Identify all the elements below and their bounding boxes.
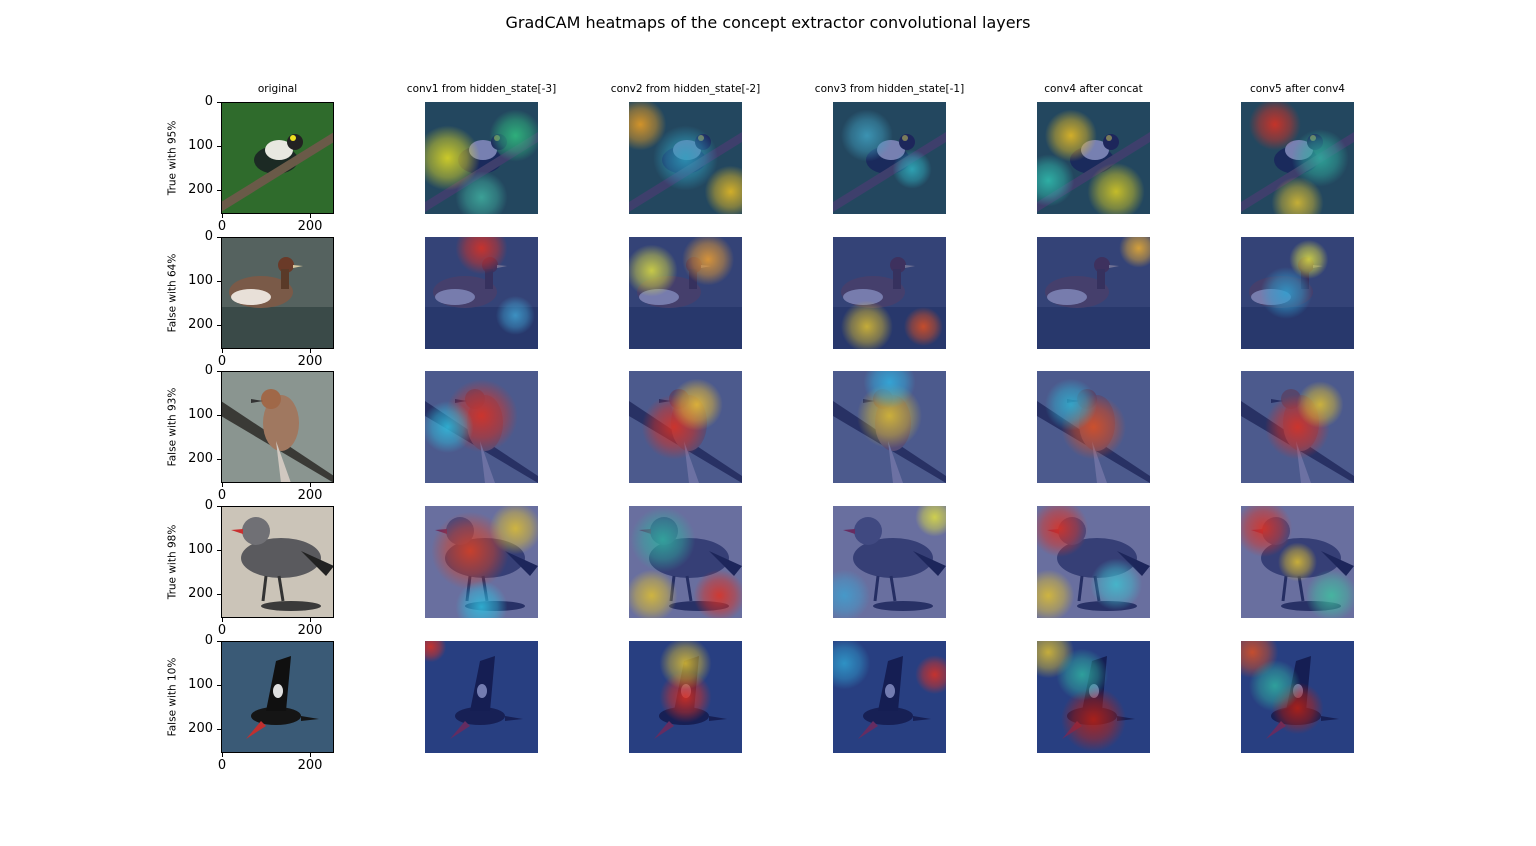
gradcam-heatmap [1241,641,1354,753]
x-tick-label: 0 [217,488,227,503]
original-image [221,102,334,214]
y-tick-mark [217,281,221,282]
y-tick-mark [217,415,221,416]
gradcam-heatmap [629,641,742,753]
x-tick-label: 200 [297,488,323,503]
y-tick-label: 100 [188,542,213,557]
x-tick-mark [310,753,311,757]
original-image [221,506,334,618]
y-tick-mark [217,102,221,103]
gradcam-heatmap [1037,371,1150,483]
y-tick-mark [217,237,221,238]
y-tick-label: 100 [188,138,213,153]
y-tick-mark [217,190,221,191]
gradcam-heatmap [833,371,946,483]
gradcam-heatmap [1037,641,1150,753]
x-tick-label: 200 [297,758,323,773]
gradcam-heatmap [1037,102,1150,214]
gradcam-heatmap [425,371,538,483]
gradcam-heatmap [1037,237,1150,349]
x-tick-label: 0 [217,758,227,773]
gradcam-heatmap [629,506,742,618]
gradcam-heatmap [833,237,946,349]
x-tick-mark [222,753,223,757]
column-title: conv4 after concat [1044,83,1143,95]
x-tick-label: 0 [217,354,227,369]
y-tick-label: 200 [188,586,213,601]
y-tick-label: 0 [204,363,213,378]
gradcam-heatmap [629,371,742,483]
gradcam-heatmap [833,641,946,753]
gradcam-heatmap [629,102,742,214]
y-tick-label: 200 [188,721,213,736]
gradcam-heatmap [1241,371,1354,483]
gradcam-heatmap [425,641,538,753]
y-tick-mark [217,146,221,147]
gradcam-heatmap [833,506,946,618]
x-tick-mark [222,618,223,622]
y-tick-mark [217,729,221,730]
row-label: True with 98% [166,524,179,600]
original-image [221,237,334,349]
original-image [221,371,334,483]
y-tick-mark [217,685,221,686]
gradcam-heatmap [425,506,538,618]
original-image [221,641,334,753]
gradcam-heatmap [425,237,538,349]
y-tick-label: 100 [188,677,213,692]
row-label: True with 95% [166,120,179,196]
y-tick-mark [217,325,221,326]
x-tick-label: 200 [297,623,323,638]
row-label: False with 64% [166,253,179,333]
x-tick-mark [310,214,311,218]
column-title: conv2 from hidden_state[-2] [610,83,761,95]
column-title: conv1 from hidden_state[-3] [406,83,557,95]
y-tick-label: 0 [204,633,213,648]
y-tick-label: 200 [188,317,213,332]
y-tick-mark [217,459,221,460]
x-tick-label: 200 [297,219,323,234]
y-tick-label: 100 [188,407,213,422]
gradcam-heatmap [1241,506,1354,618]
y-tick-label: 0 [204,498,213,513]
y-tick-label: 200 [188,182,213,197]
row-label: False with 93% [166,387,179,467]
y-tick-label: 100 [188,273,213,288]
y-tick-label: 200 [188,451,213,466]
gradcam-heatmap [1037,506,1150,618]
y-tick-label: 0 [204,94,213,109]
x-tick-mark [310,618,311,622]
x-tick-label: 200 [297,354,323,369]
x-tick-mark [222,483,223,487]
y-tick-mark [217,641,221,642]
y-tick-mark [217,594,221,595]
gradcam-heatmap [425,102,538,214]
x-tick-label: 0 [217,623,227,638]
y-tick-mark [217,506,221,507]
y-tick-mark [217,371,221,372]
gradcam-heatmap [629,237,742,349]
x-tick-mark [222,214,223,218]
y-tick-mark [217,550,221,551]
x-tick-mark [310,483,311,487]
x-tick-mark [310,349,311,353]
column-title: original [257,83,298,95]
gradcam-heatmap [1241,237,1354,349]
gradcam-heatmap [833,102,946,214]
column-title: conv3 from hidden_state[-1] [814,83,965,95]
figure-title: GradCAM heatmaps of the concept extracto… [505,13,1031,32]
y-tick-label: 0 [204,229,213,244]
gradcam-heatmap [1241,102,1354,214]
x-tick-label: 0 [217,219,227,234]
x-tick-mark [222,349,223,353]
row-label: False with 10% [166,657,179,737]
column-title: conv5 after conv4 [1249,83,1345,95]
